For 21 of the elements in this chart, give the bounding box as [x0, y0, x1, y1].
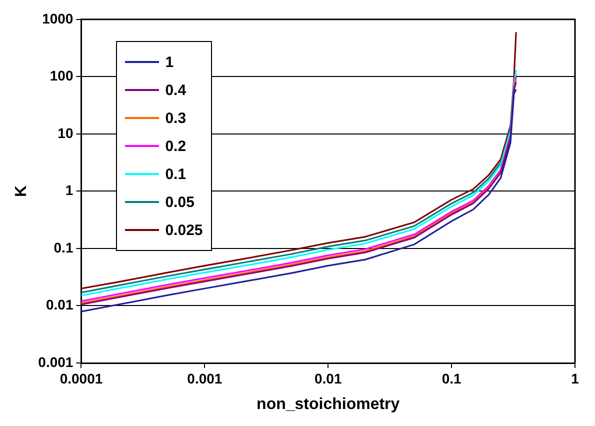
y-tick-label: 1000 — [42, 10, 74, 26]
x-tick-label: 1 — [571, 370, 580, 386]
y-tick-label: 10 — [58, 124, 74, 141]
legend-label: 0.3 — [165, 110, 186, 127]
x-tick-label: 0.01 — [314, 370, 342, 386]
x-axis-title: non_stoichiometry — [256, 396, 400, 413]
x-tick-label: 0.1 — [442, 370, 462, 386]
y-tick-label: 0.1 — [54, 239, 74, 256]
x-tick-label: 0.0001 — [60, 370, 103, 386]
y-axis-title: K — [13, 184, 30, 197]
legend-label: 1 — [165, 54, 174, 71]
y-tick-label: 0.01 — [46, 296, 74, 313]
x-tick-label: 0.001 — [187, 370, 222, 386]
y-tick-label: 1 — [65, 182, 74, 198]
legend-label: 0.1 — [165, 166, 186, 183]
legend-label: 0.05 — [165, 194, 194, 211]
legend-label: 0.025 — [165, 222, 203, 239]
legend-label: 0.4 — [165, 82, 186, 99]
legend-label: 0.2 — [165, 138, 186, 155]
y-tick-label: 0.001 — [38, 354, 74, 370]
y-tick-label: 100 — [50, 68, 74, 84]
